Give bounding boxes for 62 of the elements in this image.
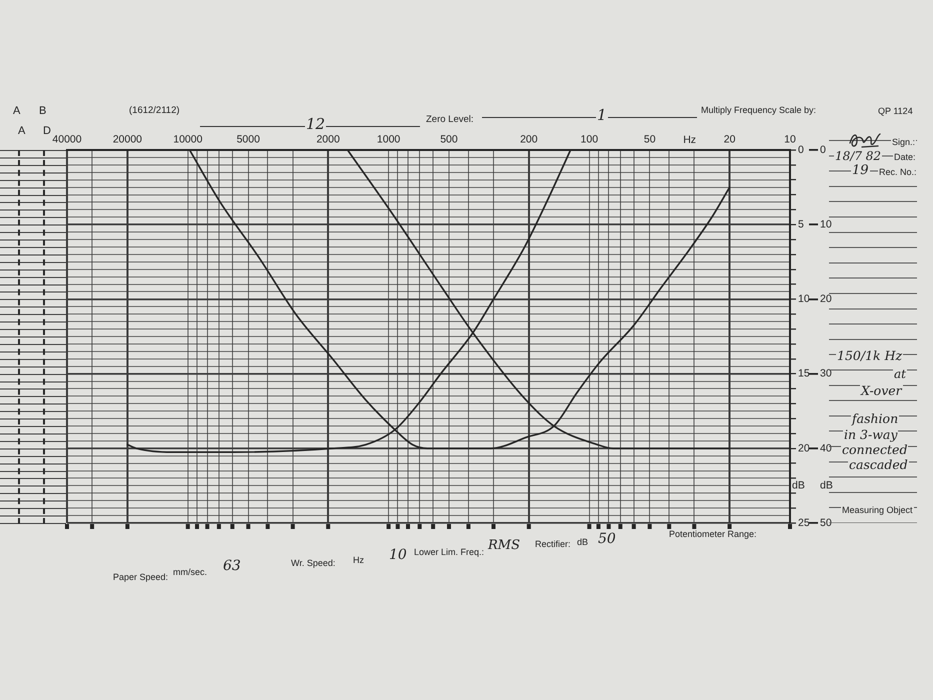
text: Date: [893,152,917,162]
y2-tick-label: 25 [798,516,810,529]
text: 63 [222,558,242,574]
y-tick-label: 40 [820,442,832,454]
text: cascaded [848,457,909,472]
text: 19 [851,163,870,178]
text: B [38,105,48,117]
x-tick-label: 50 [644,134,656,146]
text: (1612/2112) [128,105,181,116]
x-tick-label: 2000 [316,134,340,146]
y2-tick-label: 10 [798,293,810,306]
text: Paper Speed: [112,572,170,582]
text: Wr. Speed: [290,558,336,568]
x-tick-label: 200 [520,134,538,146]
x-tick-label: 20000 [112,134,142,146]
text: A [12,105,22,117]
text: X-over [860,383,903,398]
text: 50 [597,531,617,547]
y2-tick-label: 5 [798,218,804,230]
text: Zero Level: [425,114,475,125]
x-tick-label: 40000 [52,134,82,146]
text: dB [576,537,590,547]
text: Sign.: [891,137,916,147]
text: 150/1k Hz [836,348,904,363]
y-tick-label: 50 [820,516,832,529]
y-tick-label: 10 [820,218,832,230]
x-tick-label: 500 [440,134,458,146]
x-tick-label: 10 [784,134,796,146]
y2-tick-label: 15 [798,368,810,380]
y-axis-title: dB [820,480,833,492]
text: at [893,367,907,381]
text: A [17,125,26,137]
y-tick-label: 0 [820,144,826,156]
text: in 3-way [843,427,898,442]
text: QP 1124 [877,106,914,116]
x-tick-label: 10000 [173,134,203,146]
y2-tick-label: 0 [798,144,804,156]
text: Lower Lim. Freq.: [413,547,486,557]
text: 1 [596,106,608,124]
text: Rec. No.: [878,167,918,177]
text: 18/7 82 [834,149,882,163]
text: 12 [305,115,326,133]
text: Potentiometer Range: [668,529,758,539]
y2-axis-title: dB [792,480,805,492]
text: Measuring Object [841,505,914,515]
text: 10 [388,547,408,563]
text: mm/sec. [172,567,208,577]
text: Rectifier: [534,539,572,549]
text: connected [841,442,908,457]
x-tick-label: 1000 [376,134,400,146]
text: fashion [851,411,900,426]
text: D [42,125,52,137]
y-tick-label: 20 [820,293,832,306]
y2-tick-label: 20 [798,442,810,454]
text: RMS [487,538,522,553]
text: Hz [352,555,365,565]
text: Multiply Frequency Scale by: [700,105,818,115]
x-tick-label: 20 [724,134,736,146]
x-axis-title: Hz [683,134,696,146]
y-tick-label: 30 [820,368,832,380]
x-tick-label: 100 [580,134,598,146]
x-tick-label: 5000 [236,134,260,146]
